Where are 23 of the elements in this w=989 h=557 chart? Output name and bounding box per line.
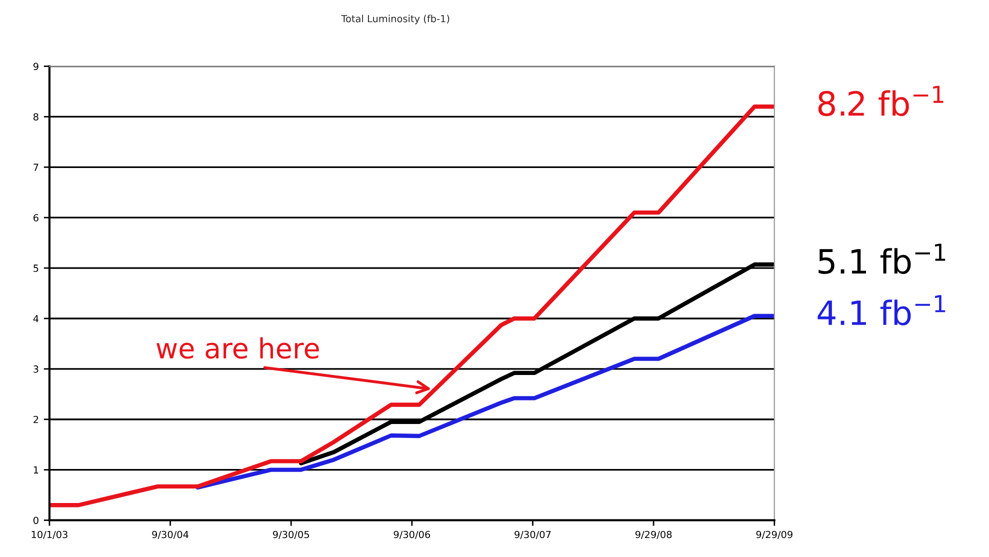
annotation: we are here [156, 337, 319, 359]
y-tick-label: 2 [34, 416, 38, 424]
x-tick-label: 9/30/04 [152, 530, 188, 539]
x-tick-label: 9/30/05 [272, 530, 309, 539]
y-tick-label: 6 [34, 214, 38, 222]
chart-title: Total Luminosity (fb-1) [341, 14, 450, 24]
y-tick-label: 8 [34, 113, 38, 121]
y-tick-label: 4 [33, 315, 38, 322]
x-tick-label: 9/29/09 [756, 530, 792, 539]
x-tick-label: 9/30/06 [394, 530, 430, 539]
series-label: 4.1 fb$^{−1}$ [818, 295, 946, 326]
x-tick-label: 10/1/03 [32, 530, 68, 539]
series-label: 8.2 fb$^{−1}$ [818, 86, 944, 116]
y-tick-label: 7 [34, 164, 38, 171]
series-label: 5.1 fb$^{−1}$ [818, 244, 946, 274]
x-tick-label: 9/30/07 [514, 530, 551, 539]
y-tick-label: 0 [33, 516, 38, 524]
y-tick-label: 1 [34, 466, 38, 474]
y-tick-label: 3 [34, 365, 38, 373]
x-tick-label: 9/29/08 [635, 530, 672, 539]
line-series [196, 314, 774, 490]
y-tick-label: 9 [33, 62, 38, 70]
y-tick-label: 5 [34, 264, 38, 272]
